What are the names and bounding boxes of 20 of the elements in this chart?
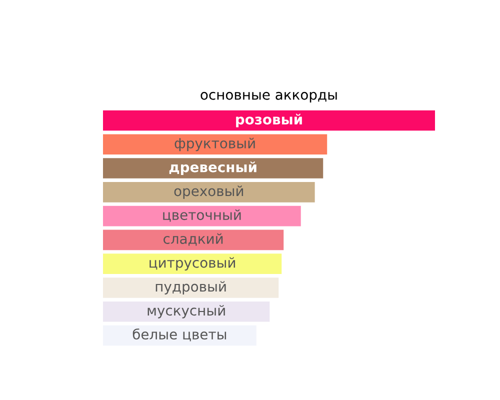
y-tick-label: цитрусовый: [150, 257, 236, 271]
bar: [103, 134, 328, 155]
chart-title: основные аккорды: [200, 92, 337, 103]
bar: [103, 158, 324, 178]
y-tick-label: пудровый: [156, 281, 226, 294]
y-tick-label: белые цветы: [132, 328, 226, 342]
y-tick-label: древесный: [169, 162, 256, 176]
y-tick-label: ореховый: [174, 186, 244, 199]
y-tick-label: цветочный: [163, 209, 241, 222]
bar: [103, 254, 282, 274]
bar: [103, 182, 315, 202]
bar: [103, 110, 435, 131]
y-tick-label: мускусный: [148, 304, 225, 318]
bar: [103, 301, 270, 322]
bar: [103, 278, 279, 298]
bar: [103, 230, 284, 250]
y-tick-label: фруктовый: [174, 138, 255, 152]
y-tick-label: сладкий: [164, 233, 223, 246]
bar: [103, 206, 301, 226]
y-tick-label: розовый: [236, 114, 302, 128]
